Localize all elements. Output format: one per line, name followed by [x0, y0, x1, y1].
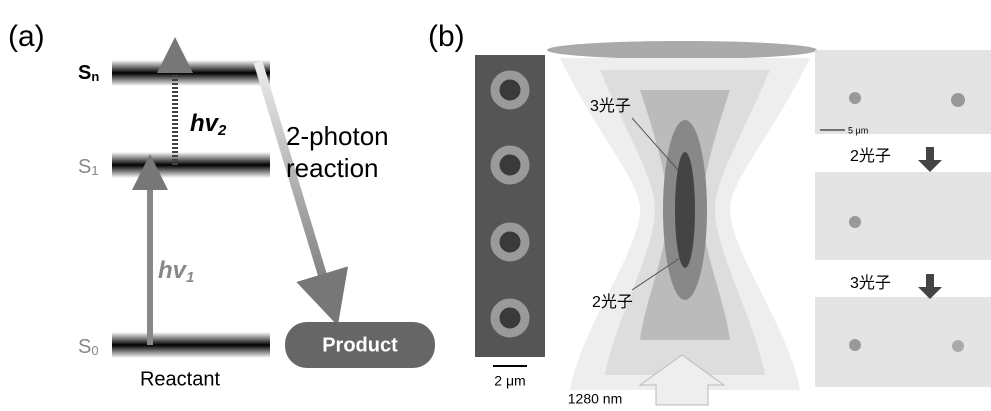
spot — [849, 216, 861, 228]
reaction-label: 2-photon — [286, 121, 389, 151]
text-part: S — [78, 156, 91, 178]
spot — [849, 92, 861, 104]
reaction-label: reaction — [286, 153, 379, 183]
text-part: 2 — [217, 122, 227, 139]
text-part: S — [78, 336, 91, 358]
spot — [952, 340, 964, 352]
step-label: 3光子 — [850, 274, 891, 292]
result-image — [815, 172, 991, 260]
level-label: Sn — [78, 62, 99, 84]
ring — [495, 303, 525, 333]
lens — [547, 41, 817, 59]
product-label: Product — [322, 334, 398, 356]
ring — [495, 227, 525, 257]
energy-level — [112, 152, 270, 178]
photon-label: hv1 — [158, 257, 194, 286]
panel-label: (a) — [8, 20, 45, 53]
level-label: S1 — [78, 156, 99, 178]
text-part: hv — [190, 110, 220, 137]
panel-label: (b) — [428, 20, 465, 53]
reactant-label: Reactant — [140, 368, 220, 390]
text-part: 1 — [91, 163, 98, 178]
scale-label: 2 μm — [494, 373, 525, 389]
figure: (a) Sn S1 S0 hv2 hv1 2-photon reaction P… — [0, 0, 991, 411]
step-label: 2光子 — [850, 147, 891, 165]
photon-label: hv2 — [190, 110, 227, 139]
wavelength-label: 1280 nm — [568, 391, 622, 407]
result-image — [815, 50, 991, 134]
focus-label: 2光子 — [592, 293, 633, 311]
ring — [495, 150, 525, 180]
spot — [849, 339, 861, 351]
text-part: n — [91, 69, 99, 84]
text-part: hv — [158, 257, 188, 284]
text-part: S — [78, 62, 91, 84]
energy-level — [112, 332, 270, 358]
text-part: 0 — [91, 343, 98, 358]
spot — [951, 93, 965, 107]
focus-label: 3光子 — [590, 97, 631, 115]
ring — [495, 75, 525, 105]
step-arrow — [918, 147, 942, 172]
level-label: S0 — [78, 336, 99, 358]
text-part: 1 — [186, 269, 194, 286]
energy-level — [112, 60, 270, 86]
step-arrow — [918, 274, 942, 299]
scale-label: 5 μm — [848, 125, 868, 135]
result-image — [815, 297, 991, 387]
